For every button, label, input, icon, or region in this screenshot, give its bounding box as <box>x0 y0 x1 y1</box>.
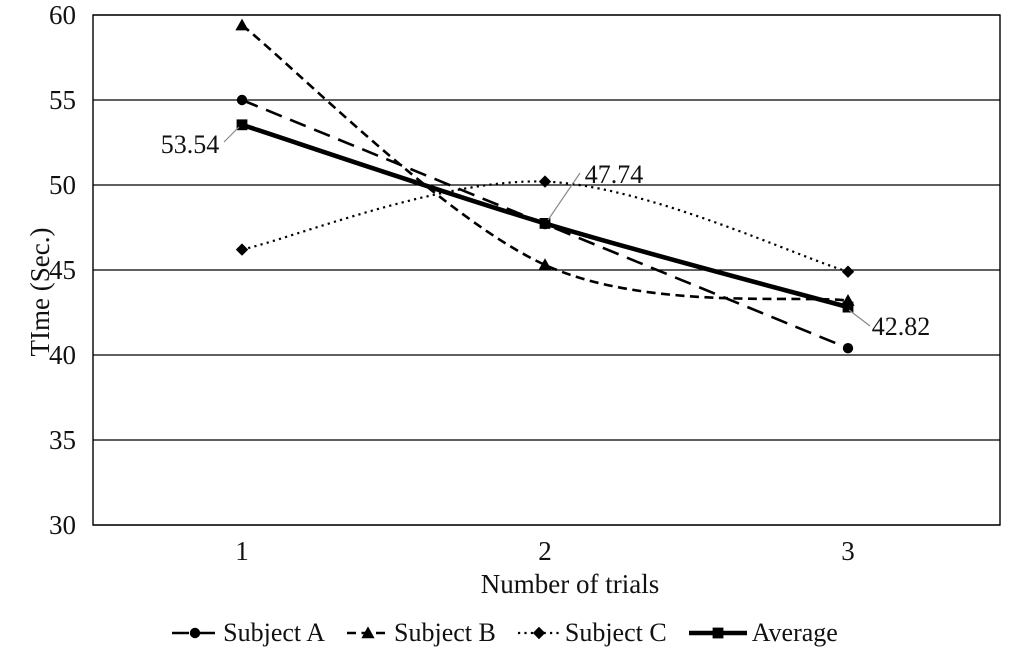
legend-label-subject-c: Subject C <box>564 618 667 647</box>
legend: Subject A Subject B Subject C Average <box>0 618 1010 648</box>
y-axis-title: TIme (Sec.) <box>25 227 55 357</box>
legend-item-subject-b: Subject B <box>347 618 496 648</box>
callout-line-53.54 <box>223 126 240 143</box>
marker-subject-c-trial-1 <box>235 243 249 256</box>
x-tick-label-2: 2 <box>538 536 552 566</box>
x-axis-title: Number of trials <box>480 569 660 599</box>
series-line-subject-b <box>241 24 849 302</box>
legend-marker-subject-c-icon <box>517 626 560 640</box>
callout-line-42.82 <box>848 309 871 327</box>
marker-subject-a-trial-1 <box>236 94 248 106</box>
marker-subject-b-trial-1 <box>235 18 249 31</box>
legend-item-subject-c: Subject C <box>517 618 667 648</box>
legend-marker-average-icon <box>688 627 747 639</box>
y-tick-label-55: 55 <box>49 85 76 115</box>
y-tick-label-50: 50 <box>49 170 76 200</box>
marker-subject-c-trial-2 <box>538 175 552 188</box>
y-tick-label-60: 60 <box>49 0 76 30</box>
legend-item-subject-a: Subject A <box>172 618 325 648</box>
x-tick-label-1: 1 <box>235 536 249 566</box>
y-tick-label-40: 40 <box>49 340 76 370</box>
x-tick-label-3: 3 <box>841 536 855 566</box>
data-label-53.54: 53.54 <box>161 130 220 159</box>
marker-average-trial-1 <box>236 119 248 131</box>
y-tick-label-30: 30 <box>49 510 76 540</box>
y-tick-label-45: 45 <box>49 255 76 285</box>
series-line-average <box>241 122 849 310</box>
legend-marker-subject-a-icon <box>172 627 219 639</box>
y-tick-label-35: 35 <box>49 425 76 455</box>
marker-average-trial-2 <box>539 218 551 229</box>
legend-label-subject-b: Subject B <box>394 618 496 647</box>
data-label-47.74: 47.74 <box>585 160 644 189</box>
legend-item-average: Average <box>688 618 838 648</box>
marker-subject-a-trial-3 <box>842 343 854 354</box>
legend-label-average: Average <box>751 618 838 647</box>
data-label-42.82: 42.82 <box>872 312 931 341</box>
callout-line-47.74 <box>547 172 581 221</box>
marker-subject-b-trial-2 <box>538 258 552 271</box>
legend-label-subject-a: Subject A <box>223 618 326 647</box>
marker-average-trial-3 <box>842 301 854 313</box>
marker-subject-c-trial-3 <box>841 265 855 278</box>
series-line-subject-c <box>241 180 849 273</box>
plot-border <box>92 14 1001 526</box>
legend-marker-subject-b-icon <box>347 626 390 639</box>
